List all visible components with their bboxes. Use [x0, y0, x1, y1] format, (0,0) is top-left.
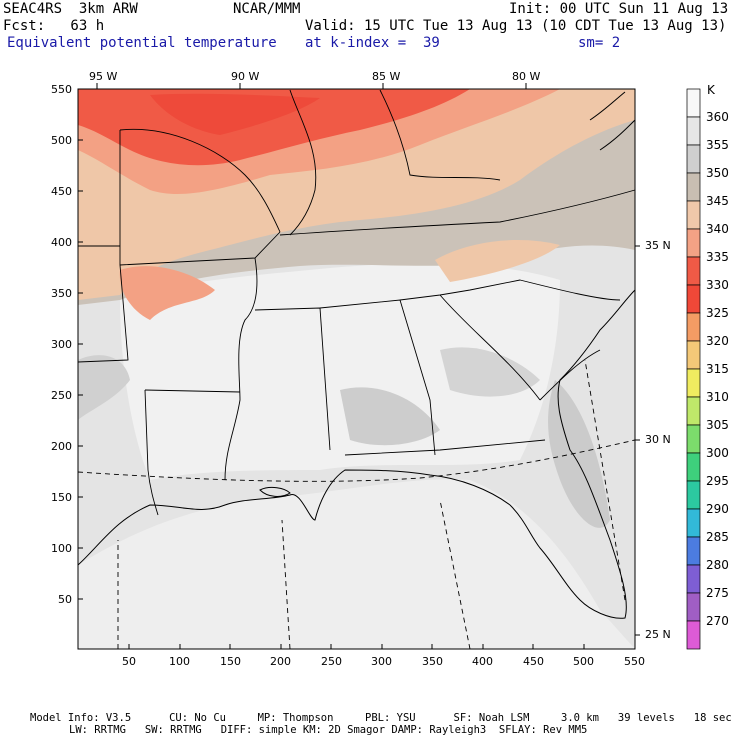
- model-info-line1: Model Info: V3.5 CU: No Cu MP: Thompson …: [30, 712, 732, 724]
- field-name: Equivalent potential temperature: [7, 35, 277, 51]
- colorbar-swatch: [686, 396, 701, 426]
- lon-label: 80 W: [512, 70, 541, 83]
- colorbar-label: 330: [706, 278, 729, 292]
- forecast-hour: Fcst: 63 h: [3, 18, 105, 34]
- y-tick-label: 50: [58, 593, 72, 606]
- colorbar-swatch: [686, 480, 701, 510]
- y-tick-label: 150: [51, 491, 72, 504]
- colorbar-swatch: [686, 284, 701, 314]
- y-tick-label: 100: [51, 542, 72, 555]
- model-info-line2: LW: RRTMG SW: RRTMG DIFF: simple KM: 2D …: [69, 724, 588, 736]
- colorbar-label: 300: [706, 446, 729, 460]
- plot-frame: [77, 88, 636, 650]
- colorbar-label: 355: [706, 138, 729, 152]
- colorbar-label: 360: [706, 110, 729, 124]
- lon-label: 95 W: [89, 70, 118, 83]
- colorbar-swatch: [686, 312, 701, 342]
- y-tick-label: 200: [51, 440, 72, 453]
- lat-lon-grid: [77, 359, 636, 650]
- colorbar-swatch: [686, 592, 701, 622]
- x-tick-label: 400: [472, 655, 493, 668]
- colorbar-swatch: [686, 536, 701, 566]
- x-tick-label: 100: [169, 655, 190, 668]
- y-axis-ticks: [78, 139, 83, 600]
- colorbar-swatch: [686, 424, 701, 454]
- y-tick-label: 350: [51, 287, 72, 300]
- colorbar-label: 295: [706, 474, 729, 488]
- colorbar-label: 275: [706, 586, 729, 600]
- x-axis-ticks: [128, 644, 585, 649]
- x-tick-label: 150: [220, 655, 241, 668]
- colorbar-swatch: [686, 88, 701, 118]
- x-tick-label: 200: [270, 655, 291, 668]
- lon-label: 90 W: [231, 70, 260, 83]
- x-tick-label: 250: [321, 655, 342, 668]
- colorbar-label: 325: [706, 306, 729, 320]
- x-tick-label: 300: [371, 655, 392, 668]
- colorbar-label: 285: [706, 530, 729, 544]
- init-time: Init: 00 UTC Sun 11 Aug 13: [509, 1, 729, 17]
- colorbar-label: 290: [706, 502, 729, 516]
- colorbar-label: 345: [706, 194, 729, 208]
- colorbar-swatch: [686, 228, 701, 258]
- model-title: SEAC4RS 3km ARW: [3, 1, 138, 17]
- smoothing: sm= 2: [578, 35, 621, 51]
- colorbar-label: 280: [706, 558, 729, 572]
- y-tick-label: 500: [51, 134, 72, 147]
- organization: NCAR/MMM: [233, 1, 301, 17]
- colorbar-label: 315: [706, 362, 729, 376]
- colorbar-label: 335: [706, 250, 729, 264]
- lat-label: 30 N: [645, 433, 671, 446]
- colorbar-swatch: [686, 256, 701, 286]
- valid-time: Valid: 15 UTC Tue 13 Aug 13 (10 CDT Tue …: [305, 18, 727, 34]
- y-tick-label: 450: [51, 185, 72, 198]
- lon-ticks: [96, 83, 527, 89]
- y-tick-label: 250: [51, 389, 72, 402]
- colorbar-label: 310: [706, 390, 729, 404]
- colorbar-unit: K: [707, 83, 715, 97]
- x-tick-label: 450: [523, 655, 544, 668]
- colorbar-swatch: [686, 564, 701, 594]
- state-boundaries: [77, 89, 636, 516]
- colorbar-swatch: [686, 368, 701, 398]
- colorbar-swatch: [686, 452, 701, 482]
- y-tick-label: 300: [51, 338, 72, 351]
- coastline: [77, 91, 636, 619]
- colorbar-label: 340: [706, 222, 729, 236]
- level-index: at k-index = 39: [305, 35, 440, 51]
- x-tick-label: 500: [573, 655, 594, 668]
- colorbar-label: 270: [706, 614, 729, 628]
- x-tick-label: 350: [422, 655, 443, 668]
- lat-label: 35 N: [645, 239, 671, 252]
- lon-label: 85 W: [372, 70, 401, 83]
- x-tick-label: 550: [624, 655, 645, 668]
- lat-label: 25 N: [645, 628, 671, 641]
- colorbar-swatch: [686, 200, 701, 230]
- colorbar: 360 355 350 345 340 335 330 325 320 315 310 305 300 2…: [686, 88, 729, 650]
- colorbar-swatch: [686, 340, 701, 370]
- colorbar-swatch: [686, 508, 701, 538]
- colorbar-swatch: [686, 172, 701, 202]
- y-tick-label: 550: [51, 83, 72, 96]
- colorbar-label: 350: [706, 166, 729, 180]
- y-tick-label: 400: [51, 236, 72, 249]
- theta-e-field: [78, 89, 635, 649]
- colorbar-label: 320: [706, 334, 729, 348]
- colorbar-swatch: [686, 116, 701, 146]
- x-tick-label: 50: [122, 655, 136, 668]
- lat-ticks: [635, 245, 640, 636]
- colorbar-swatch: [686, 620, 701, 650]
- colorbar-swatch: [686, 144, 701, 174]
- colorbar-label: 305: [706, 418, 729, 432]
